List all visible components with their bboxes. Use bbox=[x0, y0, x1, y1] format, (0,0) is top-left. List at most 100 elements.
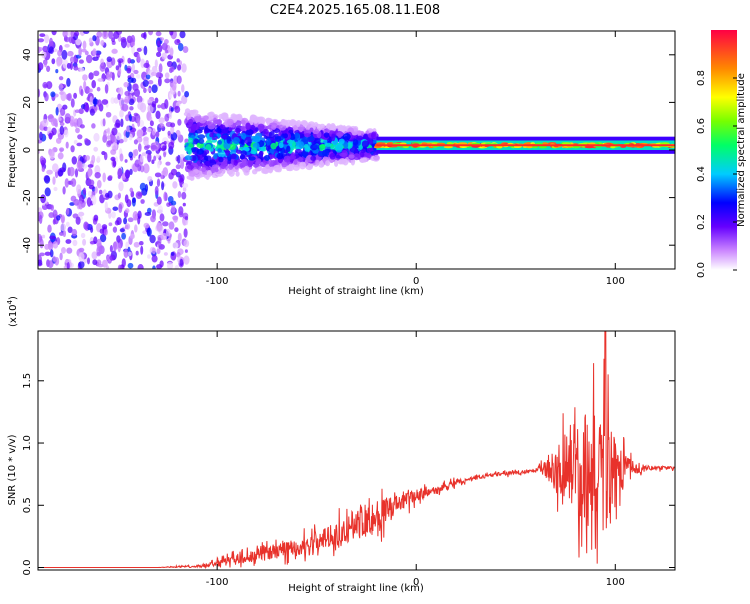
spectrogram-noise-cell bbox=[168, 221, 175, 230]
spectrogram-noise-cell bbox=[102, 118, 106, 127]
spectrogram-noise-cell bbox=[57, 49, 63, 57]
spectrogram-noise-cell bbox=[89, 108, 95, 116]
spectrogram-noise-cell bbox=[93, 97, 97, 107]
spectrogram-noise-cell bbox=[105, 111, 112, 118]
figure-title: C2E4.2025.165.08.11.E08 bbox=[270, 3, 440, 18]
spectrogram-band-cell bbox=[335, 143, 344, 151]
spectrogram-noise-cell bbox=[133, 139, 138, 145]
spectrogram-band-cell bbox=[298, 141, 305, 149]
spectrogram-noise-cell bbox=[137, 264, 144, 269]
spectrogram-xlabel: Height of straight line (km) bbox=[288, 286, 424, 297]
spectrogram-noise-cell bbox=[131, 197, 137, 204]
spectrogram-noise-cell bbox=[101, 224, 108, 230]
spectrogram-noise-cell bbox=[166, 261, 174, 269]
spectrogram-noise-cell bbox=[39, 214, 43, 225]
spectrogram-band-cell bbox=[281, 161, 288, 168]
spectrogram-noise-cell bbox=[179, 31, 186, 39]
spectrogram-noise-cell bbox=[39, 33, 46, 37]
spectrogram-noise-cell bbox=[132, 83, 139, 91]
spectrogram-noise-cell bbox=[111, 211, 116, 219]
spectrogram-band-cell bbox=[338, 124, 344, 131]
spectrogram-noise-cell bbox=[158, 117, 165, 124]
spectrogram-band-cell bbox=[320, 143, 326, 149]
spectrogram-noise-cell bbox=[138, 143, 142, 153]
spectrogram-noise-cell bbox=[78, 59, 84, 64]
spectrogram-noise-cell bbox=[144, 212, 152, 216]
spectrogram-noise-cell bbox=[85, 54, 93, 64]
spectrogram-noise-cell bbox=[178, 211, 184, 218]
spectrogram-noise-cell bbox=[137, 118, 141, 127]
spectrogram-band-cell bbox=[356, 130, 362, 136]
spectrogram-band-cell bbox=[286, 145, 291, 153]
spectrogram-band-cell bbox=[292, 164, 300, 171]
spectrogram-noise-cell bbox=[87, 167, 92, 178]
spectrogram-noise-cell bbox=[110, 97, 115, 105]
spectrogram-noise-cell bbox=[161, 181, 165, 191]
spectrogram-noise-cell bbox=[130, 190, 135, 198]
spectrogram-band-cell bbox=[257, 116, 266, 124]
spectrogram-noise-cell bbox=[42, 81, 48, 89]
spectrogram-noise-cell bbox=[74, 109, 80, 114]
spectrogram-band-cell bbox=[201, 167, 207, 173]
spectrogram-noise-cell bbox=[125, 241, 130, 249]
spectrogram-noise-cell bbox=[52, 218, 56, 225]
spectrogram-noise-cell bbox=[158, 63, 163, 73]
spectrogram-band-cell bbox=[253, 118, 259, 124]
colorbar: 0.0 0.2 0.4 0.6 0.8 Normalized spectral ampl… bbox=[696, 30, 747, 278]
spectrogram-noise-cell bbox=[172, 181, 178, 189]
spectrogram-noise-cell bbox=[67, 92, 72, 102]
spectrogram-band-cell bbox=[240, 132, 247, 140]
spectrogram-band-cell bbox=[226, 135, 231, 144]
spectrogram-noise-cell bbox=[147, 87, 152, 92]
spectrogram-band-cell bbox=[303, 133, 311, 138]
spectrogram-noise-cell bbox=[96, 251, 101, 257]
spectrogram-noise-cell bbox=[176, 58, 180, 63]
spectrogram-band-cell bbox=[205, 143, 212, 151]
spectrogram-noise-cell bbox=[125, 130, 130, 138]
spectrogram-noise-cell bbox=[104, 83, 109, 94]
spectrogram-noise-cell bbox=[176, 75, 182, 85]
spectrogram-band-cell bbox=[278, 142, 284, 149]
spectrogram-noise-cell bbox=[118, 181, 124, 192]
spectrogram-noise-cell bbox=[110, 57, 116, 66]
spectrogram-noise-cell bbox=[53, 186, 58, 192]
spectrogram-band-cell bbox=[188, 170, 196, 177]
spectrogram-noise-cell bbox=[155, 31, 162, 37]
spectrogram-noise-cell bbox=[149, 234, 156, 244]
spectrogram-noise-cell bbox=[82, 40, 87, 50]
spectrogram-noise-cell bbox=[175, 164, 181, 170]
spectrogram-noise-cell bbox=[75, 127, 80, 134]
spectrogram-noise-cell bbox=[147, 99, 152, 104]
spectrogram-noise-cell bbox=[91, 123, 96, 129]
spectrogram-band-cell bbox=[338, 158, 346, 165]
spectrogram-noise-cell bbox=[69, 56, 75, 63]
spectrogram-band-cell bbox=[333, 159, 339, 167]
spectrogram-band-cell bbox=[188, 137, 194, 144]
spectrogram-noise-cell bbox=[65, 221, 70, 227]
spectrogram-noise-cell bbox=[57, 117, 62, 121]
spectrogram-noise-cell bbox=[41, 167, 45, 173]
spectrogram-band-cell bbox=[196, 148, 204, 155]
spectrogram-band-cell bbox=[269, 148, 275, 153]
spectrogram-noise-cell bbox=[59, 122, 65, 126]
spectrogram-noise-cell bbox=[117, 264, 122, 269]
spectrogram-noise-cell bbox=[82, 187, 87, 196]
spectrogram-noise-cell bbox=[68, 166, 75, 177]
spectrogram-noise-cell bbox=[68, 36, 73, 44]
spectrogram-noise-cell bbox=[59, 252, 63, 261]
spectrogram-noise-cell bbox=[145, 74, 151, 80]
spectrogram-band-cell bbox=[280, 120, 288, 126]
spectrogram-noise-cell bbox=[169, 67, 173, 74]
spectrogram-noise-cell bbox=[70, 145, 75, 153]
spectrogram-noise-cell bbox=[94, 186, 98, 194]
spectrogram-noise-cell bbox=[103, 130, 107, 140]
spectrogram-noise-cell bbox=[93, 146, 99, 152]
snr-ylabel: SNR (10 * v/v) bbox=[7, 434, 18, 505]
spectrogram-band-cell bbox=[352, 139, 359, 146]
snr-multiplier-exp: 4 bbox=[6, 299, 14, 304]
spectrogram-narrow-cell bbox=[660, 142, 670, 145]
spectrogram-noise-cell bbox=[78, 200, 84, 210]
spectrogram-noise-cell bbox=[170, 122, 176, 128]
spectrogram-noise-cell bbox=[85, 155, 90, 161]
spectrogram-noise-cell bbox=[78, 252, 85, 262]
